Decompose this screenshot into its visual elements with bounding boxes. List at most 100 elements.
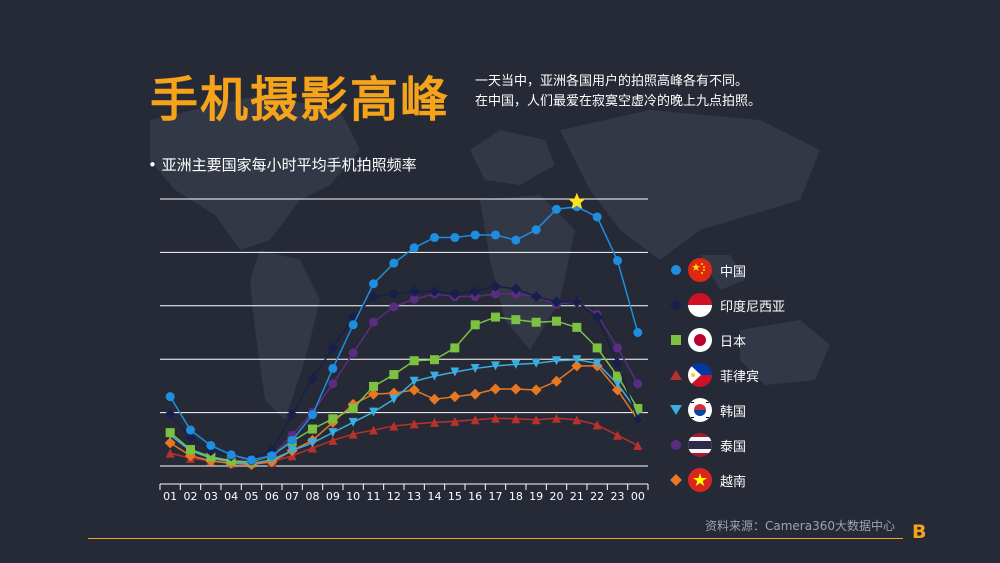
source-note: 资料来源：Camera360大数据中心 [705, 519, 895, 533]
data-point [368, 388, 379, 400]
data-point [510, 283, 522, 295]
china-flag-icon [688, 258, 712, 282]
data-point [470, 415, 480, 425]
data-point [449, 391, 461, 403]
data-point [592, 420, 602, 430]
page-title: 手机摄影高峰 [150, 72, 451, 128]
x-tick-label: 19 [529, 490, 543, 503]
data-point [572, 415, 582, 425]
data-point [388, 288, 400, 300]
data-point [531, 415, 541, 425]
data-point [491, 413, 500, 423]
data-point [226, 450, 236, 460]
legend-label: 印度尼西亚 [720, 300, 786, 315]
data-point [430, 233, 439, 243]
data-point [389, 302, 399, 312]
data-point [206, 452, 216, 462]
series-line [169, 365, 639, 466]
data-point [348, 417, 358, 427]
triangle-down-marker-icon [670, 405, 682, 415]
x-tick-label: 08 [306, 490, 320, 503]
data-point [552, 204, 561, 214]
data-point [389, 370, 399, 380]
data-point [490, 280, 501, 292]
data-point [186, 445, 195, 455]
data-point [186, 425, 195, 435]
data-point [511, 414, 521, 424]
data-point [206, 440, 216, 450]
data-point [308, 438, 317, 448]
data-point [591, 311, 603, 323]
data-point [165, 428, 175, 438]
data-point [389, 394, 399, 404]
x-tick-label: 05 [245, 490, 259, 503]
data-point [165, 392, 175, 402]
data-point [409, 356, 419, 366]
data-point [592, 358, 602, 368]
data-point [450, 367, 460, 377]
data-point [571, 360, 583, 372]
x-tick-label: 15 [448, 490, 462, 503]
triangle-up-marker-icon [670, 370, 682, 380]
x-tick-label: 04 [224, 490, 238, 503]
data-point [469, 285, 481, 297]
x-tick-label: 13 [407, 490, 421, 503]
data-point [613, 379, 622, 389]
x-tick-label: 01 [163, 490, 177, 503]
x-tick-label: 23 [611, 490, 625, 503]
x-tick-label: 02 [184, 490, 198, 503]
data-point [348, 348, 358, 358]
data-point [328, 435, 338, 445]
data-point [490, 383, 501, 395]
vietnam-flag-icon [688, 468, 712, 492]
data-point [592, 343, 602, 353]
data-point [408, 285, 420, 297]
data-point [369, 317, 378, 327]
philippines-flag-icon [688, 363, 712, 387]
data-point [511, 359, 521, 369]
data-point [469, 388, 481, 400]
data-point [552, 316, 561, 326]
bottom-divider [88, 538, 903, 539]
data-point [389, 421, 399, 431]
thailand-flag-icon [688, 433, 712, 457]
data-point [552, 356, 561, 366]
korea-flag-icon [688, 398, 712, 422]
data-point [389, 258, 399, 268]
data-point [328, 363, 338, 373]
data-point [530, 291, 542, 303]
data-point [327, 342, 339, 354]
data-point [531, 358, 541, 368]
x-tick-label: 14 [428, 490, 442, 503]
data-point [286, 409, 298, 421]
data-point [369, 425, 378, 435]
japan-flag-icon [688, 328, 712, 352]
data-point [369, 407, 378, 417]
series-line [169, 358, 639, 465]
data-point [470, 363, 480, 373]
x-tick-label: 20 [550, 490, 564, 503]
diamond-marker-icon [670, 474, 682, 486]
data-point [185, 432, 196, 444]
data-point [551, 375, 562, 387]
data-point [368, 291, 379, 303]
x-tick-label: 21 [570, 490, 584, 503]
legend-item-vietnam: 越南 [668, 468, 828, 496]
data-point [430, 355, 439, 365]
legend-item-philippines: 菲律宾 [668, 363, 828, 391]
legend-label: 菲律宾 [720, 370, 760, 385]
data-point [470, 230, 480, 240]
data-point [450, 343, 460, 353]
data-point [287, 435, 297, 445]
data-point [429, 285, 440, 297]
data-point [612, 357, 623, 369]
data-point [633, 440, 643, 450]
data-point [613, 371, 622, 381]
brand-logo: B [912, 521, 927, 543]
data-point [633, 403, 643, 413]
indonesia-flag-icon [688, 293, 712, 317]
data-point [308, 410, 317, 420]
subtitle-line-1: 一天当中，亚洲各国用户的拍照高峰各有不同。 [475, 74, 749, 89]
x-tick-label: 00 [631, 490, 645, 503]
